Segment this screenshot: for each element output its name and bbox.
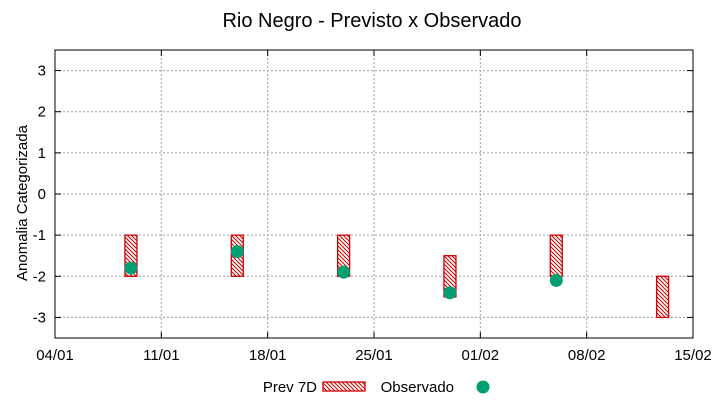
- marks-layer: [124, 234, 670, 319]
- y-tick-label: -1: [33, 227, 46, 244]
- observado-point: [337, 265, 351, 279]
- legend-swatch-prev-7d: [322, 381, 366, 392]
- y-axis-label: Anomalia Categorizada: [14, 124, 31, 281]
- x-tick-label: 11/01: [143, 347, 179, 364]
- prev-7d-bar: [655, 275, 670, 319]
- y-tick-label: -3: [33, 309, 46, 326]
- x-tick-label: 08/02: [568, 347, 606, 364]
- x-tick-label: 25/01: [355, 347, 393, 364]
- observado-point: [230, 245, 244, 259]
- legend: Prev 7D Observado: [263, 379, 490, 396]
- y-tick-label: -2: [33, 268, 46, 285]
- x-tick-label: 01/02: [462, 347, 500, 364]
- prev-7d-bar: [549, 234, 563, 277]
- legend-label-observado: Observado: [381, 379, 454, 396]
- y-tick-label: 2: [38, 104, 46, 121]
- grid-layer: [55, 50, 693, 338]
- x-tick-label: 15/02: [674, 347, 712, 364]
- y-tick-label: 0: [38, 186, 46, 203]
- x-tick-label: 04/01: [36, 347, 74, 364]
- legend-swatch-observado: [476, 380, 490, 394]
- legend-label-prev-7d: Prev 7D: [263, 379, 317, 396]
- y-tick-label: 3: [38, 63, 46, 80]
- observado-point: [124, 261, 138, 275]
- x-tick-label: 18/01: [249, 347, 287, 364]
- y-tick-label: 1: [38, 145, 46, 162]
- observado-point: [443, 286, 457, 300]
- observado-point: [549, 273, 563, 287]
- ticks-layer: 3 2 1 0 -1 -2 -3 04/01 11/01 18/01 25/01 01/02 08/02…: [33, 50, 712, 364]
- chart-title: Rio Negro - Previsto x Observado: [222, 10, 521, 32]
